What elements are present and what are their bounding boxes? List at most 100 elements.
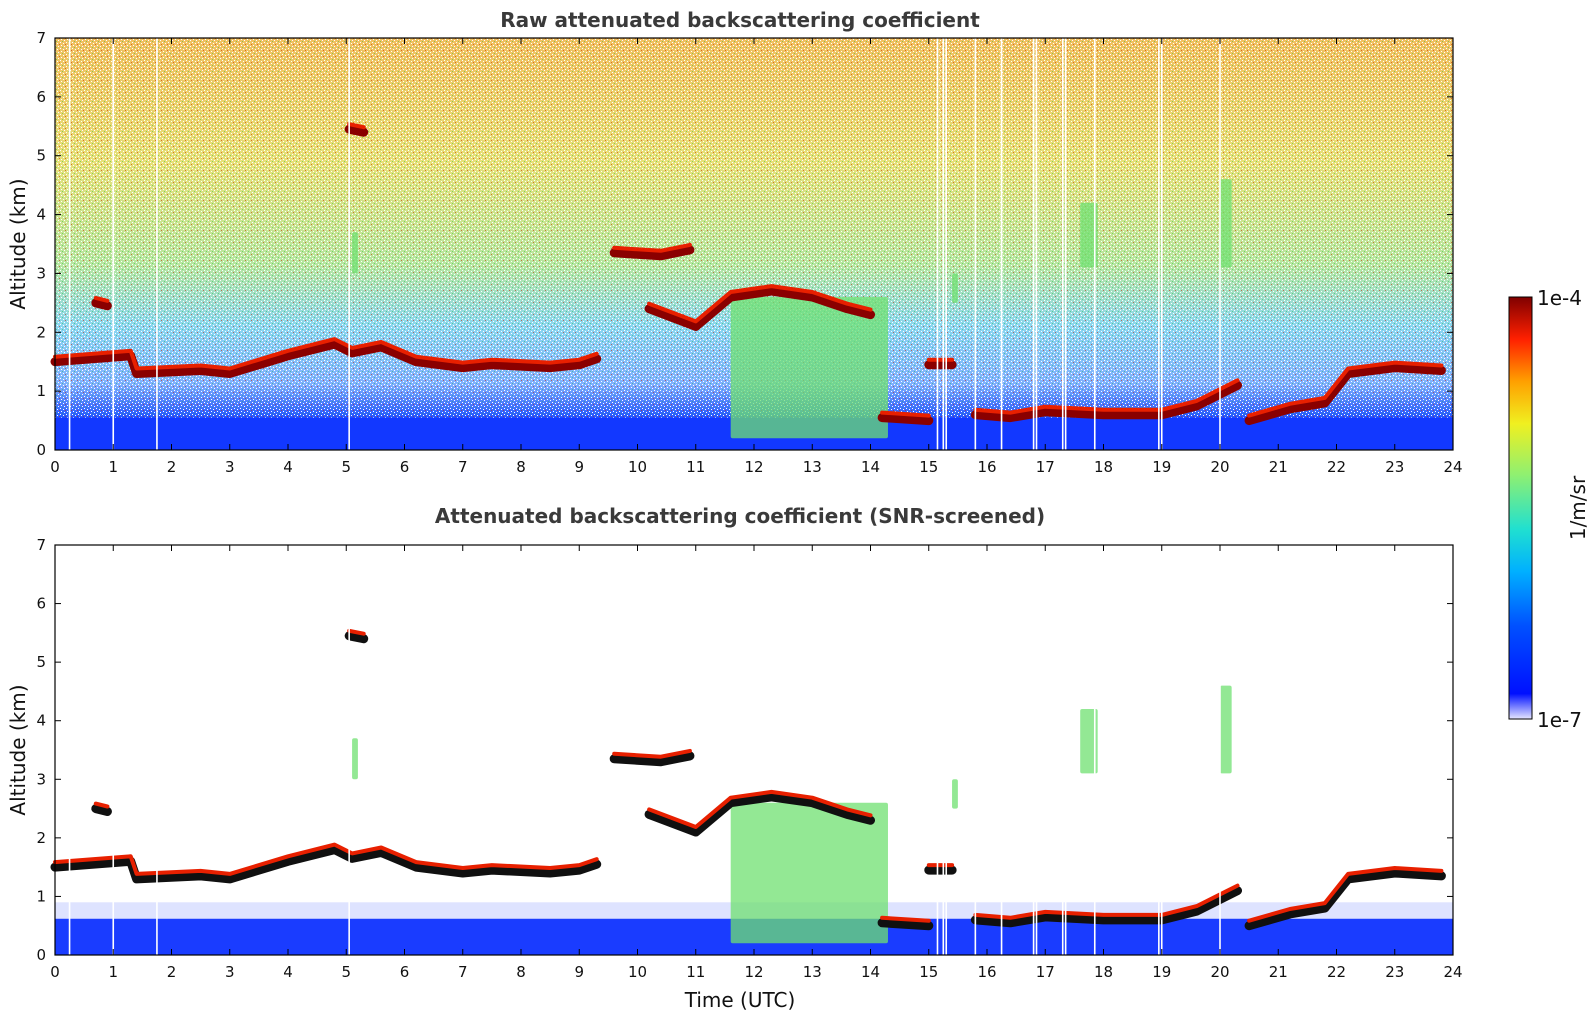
x-tick-label: 23 bbox=[1385, 458, 1404, 476]
x-tick-label: 8 bbox=[516, 458, 526, 476]
data-gap-line bbox=[936, 545, 939, 955]
cloud-layer bbox=[970, 886, 1242, 928]
cloud-layer bbox=[1244, 868, 1446, 931]
y-tick-label: 5 bbox=[36, 147, 46, 165]
x-tick-label: 6 bbox=[400, 458, 410, 476]
x-tick-label: 12 bbox=[744, 963, 763, 981]
screened-backscatter-panel: Attenuated backscattering coefficient (S… bbox=[6, 504, 1463, 1012]
x-tick-label: 10 bbox=[628, 458, 647, 476]
y-tick-label: 3 bbox=[36, 264, 46, 282]
y-tick-label: 6 bbox=[36, 595, 46, 613]
colorbar-unit-label: 1/m/sr bbox=[1566, 475, 1590, 540]
screened-heatmap-area bbox=[50, 545, 1453, 955]
y-tick-label: 1 bbox=[36, 382, 46, 400]
data-gap-line bbox=[974, 545, 977, 955]
x-tick-label: 18 bbox=[1094, 963, 1113, 981]
x-tick-label: 4 bbox=[283, 963, 293, 981]
y-tick-label: 7 bbox=[36, 29, 46, 47]
aerosol-plume bbox=[952, 779, 958, 809]
aerosol-plume bbox=[1220, 685, 1232, 774]
y-tick-label: 2 bbox=[36, 323, 46, 341]
cloud-layer-edge bbox=[93, 295, 110, 303]
cloud-layer bbox=[609, 245, 695, 261]
cloud-layer bbox=[50, 845, 602, 884]
y-tick-label: 0 bbox=[36, 946, 46, 964]
cloud-layer bbox=[609, 751, 695, 767]
cloud-layer bbox=[344, 631, 369, 644]
x-tick-label: 8 bbox=[516, 963, 526, 981]
screened-y-axis: 0 1 2 3 4 5 6 7 bbox=[36, 536, 1453, 964]
data-gap-line bbox=[1000, 38, 1003, 450]
x-tick-label: 19 bbox=[1152, 458, 1171, 476]
x-tick-label: 5 bbox=[341, 458, 351, 476]
aerosol-plume bbox=[1080, 709, 1098, 774]
cloud-layer-edge bbox=[973, 378, 1240, 415]
cloud-layer-edge bbox=[53, 842, 599, 876]
data-gap-line bbox=[1093, 38, 1096, 450]
cloud-layer-edge bbox=[93, 801, 110, 809]
aerosol-plume bbox=[952, 273, 958, 303]
x-tick-label: 1 bbox=[108, 963, 118, 981]
x-tick-label: 16 bbox=[977, 963, 996, 981]
data-gap-line bbox=[68, 38, 71, 450]
x-tick-label: 14 bbox=[861, 963, 880, 981]
data-gap-line bbox=[68, 545, 71, 955]
x-tick-label: 0 bbox=[50, 458, 60, 476]
y-tick-label: 4 bbox=[36, 206, 46, 224]
y-tick-label: 0 bbox=[36, 441, 46, 459]
x-tick-label: 22 bbox=[1327, 963, 1346, 981]
cloud-layer-edge bbox=[880, 915, 931, 923]
x-tick-label: 22 bbox=[1327, 458, 1346, 476]
cloud-layer bbox=[91, 804, 112, 816]
x-tick-label: 16 bbox=[977, 458, 996, 476]
x-tick-label: 13 bbox=[803, 458, 822, 476]
aerosol-plume bbox=[352, 232, 358, 274]
raw-backscatter-panel: Raw attenuated backscattering coefficien… bbox=[6, 8, 1463, 476]
aerosol-plume bbox=[1220, 179, 1232, 268]
cloud-layer-edge bbox=[347, 628, 366, 636]
data-gap-line bbox=[1000, 545, 1003, 955]
data-gap-line bbox=[945, 38, 948, 450]
colorbar-max-label: 1e-4 bbox=[1537, 286, 1582, 310]
x-tick-label: 7 bbox=[458, 963, 468, 981]
x-tick-label: 24 bbox=[1443, 963, 1462, 981]
time-axis-label: Time (UTC) bbox=[684, 988, 796, 1012]
x-tick-label: 20 bbox=[1210, 458, 1229, 476]
raw-heatmap-area bbox=[50, 38, 1453, 450]
data-gap-line bbox=[942, 38, 945, 450]
cloud-layer-edge bbox=[647, 284, 873, 324]
x-tick-label: 24 bbox=[1443, 458, 1462, 476]
data-gap-line bbox=[936, 38, 939, 450]
y-tick-label: 4 bbox=[36, 712, 46, 730]
raw-panel-title: Raw attenuated backscattering coefficien… bbox=[500, 8, 980, 32]
x-tick-label: 4 bbox=[283, 458, 293, 476]
raw-y-axis: 0 1 2 3 4 5 6 7 bbox=[36, 29, 1453, 459]
cloud-layer-edge bbox=[53, 337, 599, 371]
data-gap-line bbox=[1219, 38, 1221, 450]
x-tick-label: 17 bbox=[1036, 458, 1055, 476]
cloud-layer-edge bbox=[612, 242, 692, 253]
data-gap-line bbox=[112, 38, 115, 450]
cloud-layer bbox=[877, 413, 934, 426]
x-tick-label: 3 bbox=[225, 458, 235, 476]
x-tick-label: 15 bbox=[919, 458, 938, 476]
screened-y-axis-label: Altitude (km) bbox=[6, 684, 30, 815]
x-tick-label: 7 bbox=[458, 458, 468, 476]
data-gap-line bbox=[112, 545, 115, 955]
cloud-layer-edge bbox=[647, 789, 873, 829]
cloud-layer-edge bbox=[1247, 360, 1444, 418]
data-gap-line bbox=[156, 38, 158, 450]
x-tick-label: 11 bbox=[686, 458, 705, 476]
data-gap-line bbox=[1158, 545, 1160, 955]
data-gap-line bbox=[945, 545, 948, 955]
data-gap-line bbox=[1035, 38, 1038, 450]
y-tick-label: 3 bbox=[36, 770, 46, 788]
data-gap-line bbox=[1061, 545, 1064, 955]
data-gap-line bbox=[1061, 38, 1064, 450]
x-tick-label: 13 bbox=[803, 963, 822, 981]
screened-panel-title: Attenuated backscattering coefficient (S… bbox=[435, 504, 1045, 528]
cloud-layer bbox=[877, 918, 934, 931]
cloud-layer bbox=[644, 792, 875, 837]
data-gap-line bbox=[1160, 38, 1163, 450]
